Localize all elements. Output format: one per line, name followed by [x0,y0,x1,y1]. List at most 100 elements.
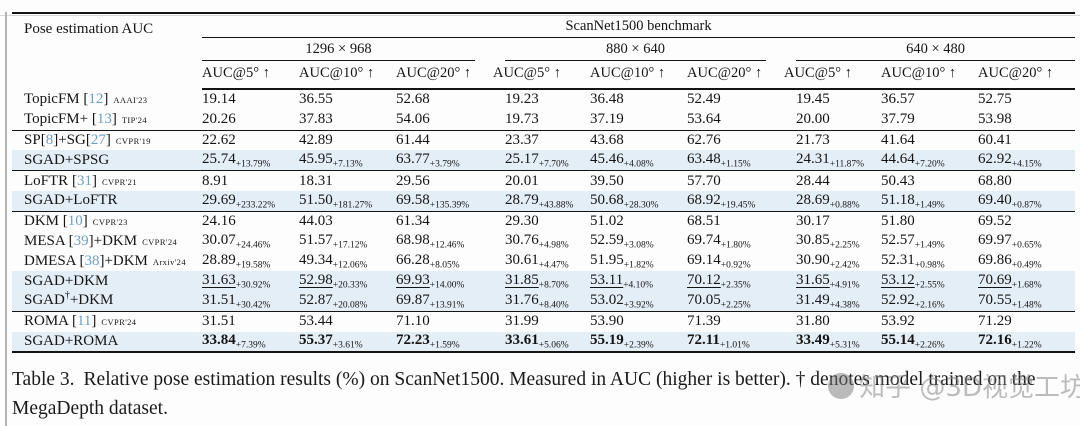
value-cell: 23.37 [493,129,590,151]
value-cell: 69.97+0.65% [978,232,1075,252]
auc-value: 30.76 [505,232,539,249]
venue-label: CVPR'24 [142,236,178,247]
resolution-group-header: 640 × 480 [796,38,1076,61]
value-cell: 51.80 [881,210,978,232]
auc-value: 55.19 [590,332,624,349]
improvement-sub: +1.22% [1011,340,1042,351]
improvement-sub: +4.08% [623,159,654,170]
improvement-sub: +19.45% [720,200,756,211]
citation-ref[interactable]: [13] [91,111,117,128]
auc-value: 45.46 [590,151,624,168]
value-cell: 36.55 [299,89,396,110]
method-name: DKM [10] CVPR'23 [12,210,202,232]
value-cell: 28.69+0.88% [784,191,881,211]
improvement-sub: +20.08% [332,300,368,311]
method-name: MESA [39]+DKM CVPR'24 [12,232,202,252]
value-cell: 31.49+4.38% [784,291,881,311]
auc-value: 39.50 [590,172,624,189]
auc-value: 69.86 [978,252,1012,269]
method-text: DMESA [24,252,80,269]
citation-ref[interactable]: [39] [68,232,94,249]
value-cell: 31.51+30.42% [202,291,299,311]
metric-header: AUC@20° ↑ [978,61,1076,90]
value-cell: 31.80 [784,310,881,332]
method-name: SGAD†+DKM [12,291,202,311]
value-cell: 69.40+0.87% [978,191,1075,211]
method-text: +DKM [93,232,138,249]
value-cell: 55.14+2.26% [881,331,978,354]
auc-value: 51.50 [299,191,333,208]
value-cell: 19.45 [784,89,881,110]
auc-value: 20.26 [202,111,236,128]
citation-ref[interactable]: [38] [79,252,105,269]
auc-value: 69.97 [978,232,1012,249]
citation-ref[interactable]: [12] [83,90,109,107]
table-row: ROMA [11] CVPR'24 31.51 53.44 71.10 31.99 53.9… [12,310,1076,332]
improvement-sub: +0.49% [1011,260,1042,271]
improvement-sub: +12.46% [429,240,465,251]
citation-ref[interactable]: [10] [62,213,88,230]
dagger-mark: † [64,290,70,302]
value-cell: 31.65+4.91% [784,271,881,291]
method-text: SGAD+DKM [24,272,109,289]
method-name: TopicFM [12] AAAI'23 [12,89,202,110]
value-cell: 66.28+8.05% [396,251,493,271]
value-cell: 29.30 [493,210,590,232]
auc-value: 53.92 [881,313,915,330]
auc-value: 69.87 [396,291,430,308]
auc-value: 53.12 [881,271,915,288]
auc-value: 31.51 [202,313,236,330]
improvement-sub: +43.88% [538,200,574,211]
value-cell: 69.58+135.39% [396,191,493,211]
auc-value: 63.48 [687,151,721,168]
value-cell: 30.17 [784,210,881,232]
benchmark-title: ScanNet1500 benchmark [202,13,1076,38]
auc-value: 19.45 [796,91,830,108]
table-row: SGAD+LoFTR 29.69+233.22% 51.50+181.27% 69.5… [12,190,1076,212]
citation-ref[interactable]: [11] [71,313,97,330]
value-cell: 70.12+2.35% [687,271,784,291]
auc-value: 51.80 [881,213,915,230]
value-cell: 18.31 [299,170,396,191]
method-name: ROMA [11] CVPR'24 [12,310,202,332]
improvement-sub: +135.39% [429,200,470,211]
improvement-sub: +233.22% [235,200,276,211]
auc-value: 23.37 [505,131,539,148]
improvement-sub: +2.39% [623,340,654,351]
citation-ref[interactable]: [8] [40,131,59,148]
value-cell: 31.51 [202,310,299,332]
auc-value: 72.16 [978,332,1012,349]
improvement-sub: +1.80% [720,240,751,251]
auc-value: 28.69 [796,191,830,208]
auc-value: 51.95 [590,252,624,269]
value-cell: 31.99 [493,310,590,332]
improvement-sub: +2.55% [914,280,945,291]
improvement-sub: +1.59% [429,340,460,351]
value-cell: 55.19+2.39% [590,331,687,354]
auc-value: 52.57 [881,232,915,249]
value-cell: 49.34+12.06% [299,251,396,271]
auc-value: 52.68 [396,91,430,108]
value-cell: 41.64 [881,129,978,151]
auc-value: 24.16 [202,213,236,230]
auc-value: 70.12 [687,271,721,288]
auc-value: 70.55 [978,291,1012,308]
method-text: +DKM [69,292,114,309]
citation-ref[interactable]: [27] [85,131,111,148]
value-cell: 63.77+3.79% [396,150,493,170]
auc-value: 43.68 [590,131,624,148]
metric-header: AUC@10° ↑ [881,61,978,90]
metric-header-row: AUC@5° ↑ AUC@10° ↑ AUC@20° ↑ AUC@5° ↑ AUC@10… [12,61,1076,90]
auc-value: 52.75 [978,91,1012,108]
improvement-sub: +24.46% [235,240,271,251]
table-row: SGAD†+DKM 31.51+30.42% 52.87+20.08% 69.87+1… [12,291,1076,312]
value-cell: 53.98 [978,110,1075,130]
value-cell: 53.11+4.10% [590,271,687,291]
method-name: SGAD+LoFTR [12,191,202,211]
venue-label: TIP'24 [121,115,148,126]
value-cell: 52.59+3.08% [590,232,687,252]
auc-value: 62.76 [687,131,721,148]
value-cell: 37.19 [590,110,687,130]
table-row: SGAD+DKM 31.63+30.92% 52.98+20.33% 69.93+14… [12,271,1076,291]
citation-ref[interactable]: [31] [71,172,97,189]
